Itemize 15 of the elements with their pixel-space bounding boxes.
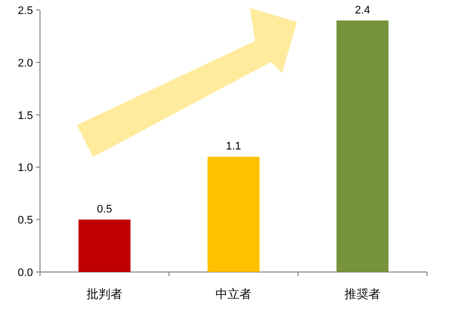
data-label: 2.4 — [354, 4, 370, 16]
y-tick-label: 1.0 — [18, 162, 33, 174]
x-tick-label: 推奨者 — [344, 287, 380, 301]
bar — [78, 220, 130, 272]
x-tick-label: 批判者 — [86, 287, 122, 301]
data-label: 1.1 — [226, 140, 242, 153]
bar — [208, 156, 260, 272]
y-tick-label: 2.0 — [18, 57, 33, 70]
y-tick-label: 2.5 — [18, 5, 33, 17]
bar — [336, 20, 388, 272]
y-tick-label: 1.5 — [18, 110, 33, 122]
data-label: 0.5 — [96, 204, 112, 216]
y-tick-label: 0.0 — [18, 267, 33, 279]
y-tick-label: 0.5 — [18, 214, 33, 227]
x-tick-label: 中立者 — [216, 287, 252, 301]
